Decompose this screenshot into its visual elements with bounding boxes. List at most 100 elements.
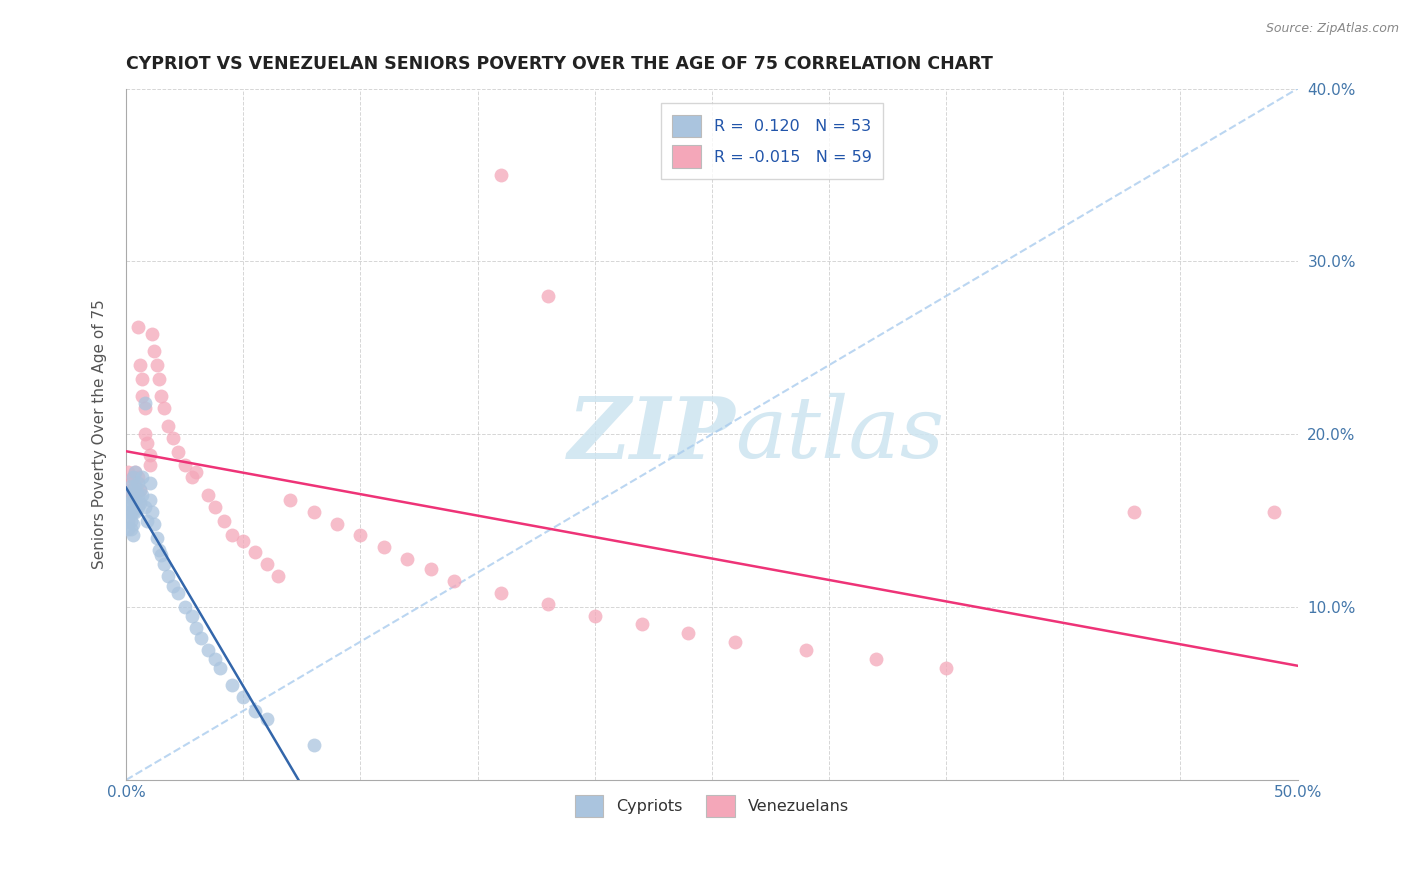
- Point: [302, 505, 325, 519]
- Point: [267, 569, 290, 583]
- Point: [396, 551, 419, 566]
- Point: [166, 444, 188, 458]
- Point: [120, 522, 142, 536]
- Point: [127, 488, 149, 502]
- Point: [489, 586, 512, 600]
- Point: [173, 600, 195, 615]
- Point: [278, 492, 301, 507]
- Point: [243, 545, 266, 559]
- Point: [134, 427, 156, 442]
- Point: [129, 358, 152, 372]
- Point: [443, 574, 465, 589]
- Point: [1263, 505, 1285, 519]
- Point: [145, 531, 167, 545]
- Point: [131, 470, 153, 484]
- Point: [197, 643, 219, 657]
- Point: [134, 500, 156, 514]
- Point: [127, 475, 149, 490]
- Point: [120, 496, 142, 510]
- Point: [724, 634, 747, 648]
- Point: [129, 483, 152, 497]
- Point: [232, 690, 254, 704]
- Point: [152, 557, 174, 571]
- Point: [197, 488, 219, 502]
- Point: [419, 562, 441, 576]
- Point: [120, 514, 142, 528]
- Point: [162, 431, 184, 445]
- Point: [129, 496, 152, 510]
- Point: [157, 569, 180, 583]
- Point: [208, 660, 231, 674]
- Point: [138, 475, 160, 490]
- Point: [138, 492, 160, 507]
- Point: [865, 652, 887, 666]
- Text: Source: ZipAtlas.com: Source: ZipAtlas.com: [1265, 22, 1399, 36]
- Point: [124, 483, 146, 497]
- Point: [180, 470, 202, 484]
- Point: [152, 401, 174, 416]
- Point: [190, 631, 212, 645]
- Point: [122, 527, 145, 541]
- Text: atlas: atlas: [735, 393, 945, 475]
- Point: [120, 475, 142, 490]
- Point: [186, 465, 208, 479]
- Point: [537, 289, 560, 303]
- Point: [243, 704, 266, 718]
- Point: [122, 505, 145, 519]
- Point: [122, 517, 145, 532]
- Point: [122, 488, 145, 502]
- Point: [148, 372, 170, 386]
- Point: [537, 597, 560, 611]
- Point: [630, 617, 652, 632]
- Point: [129, 483, 152, 497]
- Point: [120, 479, 142, 493]
- Point: [145, 358, 167, 372]
- Point: [489, 168, 512, 182]
- Point: [138, 458, 160, 473]
- Point: [173, 458, 195, 473]
- Y-axis label: Seniors Poverty Over the Age of 75: Seniors Poverty Over the Age of 75: [93, 300, 107, 569]
- Point: [678, 626, 700, 640]
- Point: [117, 514, 139, 528]
- Legend: Cypriots, Venezuelans: Cypriots, Venezuelans: [568, 789, 855, 824]
- Point: [120, 488, 142, 502]
- Point: [935, 660, 957, 674]
- Point: [127, 500, 149, 514]
- Point: [117, 465, 139, 479]
- Point: [134, 396, 156, 410]
- Point: [794, 643, 817, 657]
- Point: [127, 470, 149, 484]
- Point: [302, 739, 325, 753]
- Point: [186, 621, 208, 635]
- Point: [143, 517, 166, 532]
- Point: [124, 465, 146, 479]
- Point: [373, 540, 395, 554]
- Point: [162, 579, 184, 593]
- Point: [131, 372, 153, 386]
- Point: [127, 320, 149, 334]
- Point: [120, 483, 142, 497]
- Point: [124, 465, 146, 479]
- Point: [122, 470, 145, 484]
- Point: [124, 492, 146, 507]
- Point: [138, 448, 160, 462]
- Point: [204, 500, 226, 514]
- Point: [122, 483, 145, 497]
- Point: [117, 496, 139, 510]
- Point: [256, 557, 278, 571]
- Point: [117, 505, 139, 519]
- Point: [131, 488, 153, 502]
- Point: [134, 401, 156, 416]
- Point: [124, 505, 146, 519]
- Point: [166, 586, 188, 600]
- Point: [141, 326, 163, 341]
- Point: [141, 505, 163, 519]
- Point: [221, 527, 243, 541]
- Point: [214, 514, 236, 528]
- Point: [136, 436, 159, 450]
- Point: [221, 678, 243, 692]
- Point: [1122, 505, 1144, 519]
- Text: ZIP: ZIP: [568, 392, 735, 476]
- Point: [124, 479, 146, 493]
- Point: [326, 517, 349, 532]
